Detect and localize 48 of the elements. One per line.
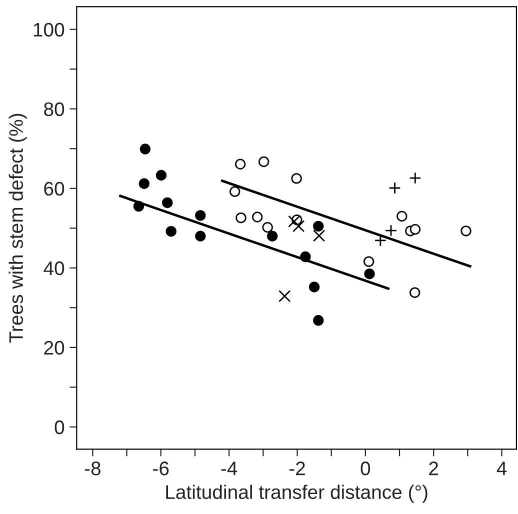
y-tick-label: 40 [44, 261, 64, 276]
point [288, 215, 300, 228]
point [410, 224, 421, 235]
point [195, 230, 206, 242]
point [396, 210, 408, 222]
y-axis-title: Trees with stem defect (%) [8, 114, 27, 343]
point [133, 200, 144, 212]
point [195, 210, 206, 221]
point [300, 251, 311, 262]
point [308, 282, 320, 292]
point [162, 197, 173, 208]
point [140, 144, 151, 154]
point [278, 290, 291, 302]
y-tick-label: 0 [54, 420, 64, 434]
y-tick-label: 60 [44, 182, 64, 196]
point [364, 268, 375, 280]
x-tick-label: -8 [84, 462, 100, 476]
y-tick-label: 80 [44, 102, 64, 116]
point [363, 256, 374, 267]
x-tick-label: -6 [153, 462, 169, 476]
point [262, 222, 273, 233]
point [388, 182, 401, 194]
point [312, 230, 326, 242]
point [266, 230, 278, 242]
point [234, 158, 246, 170]
point [156, 170, 167, 181]
y-tick-label: 20 [44, 340, 64, 355]
point [229, 186, 240, 197]
x-tick-label: -4 [221, 462, 238, 476]
point [410, 287, 420, 298]
point [313, 315, 324, 326]
point [460, 226, 472, 236]
point [166, 226, 176, 237]
x-tick-label: -2 [289, 462, 305, 476]
point [236, 212, 246, 224]
point [138, 178, 150, 189]
point [384, 224, 398, 237]
point [409, 172, 422, 184]
y-tick-label: 100 [34, 22, 64, 37]
x-tick-label: 0 [360, 462, 370, 476]
x-tick-label: 4 [496, 462, 507, 476]
point [258, 156, 270, 168]
x-axis-title: Latitudinal transfer distance (°) [166, 484, 428, 503]
point [292, 220, 305, 232]
point [313, 220, 324, 232]
point [291, 173, 302, 184]
x-tick-label: 2 [429, 462, 438, 476]
point [252, 212, 263, 222]
